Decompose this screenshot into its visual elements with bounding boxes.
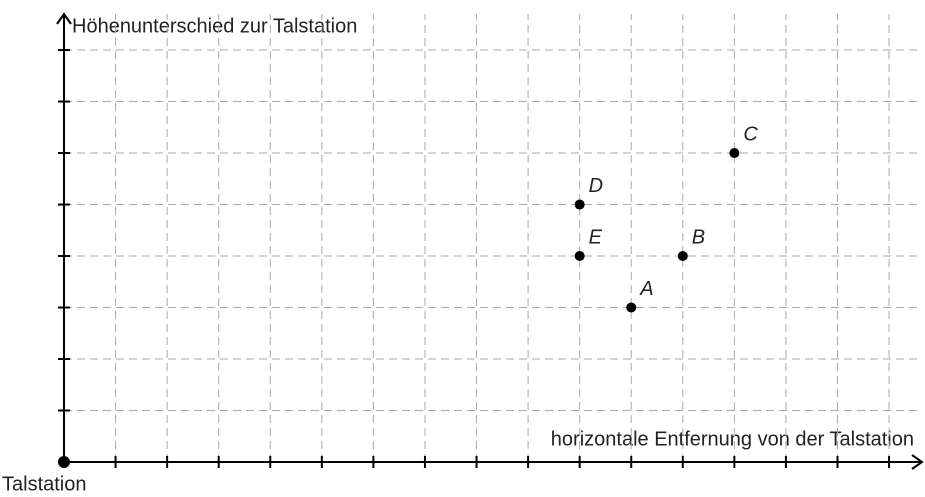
x-axis-label: horizontale Entfernung von der Talstatio… [551, 428, 914, 450]
point-label: A [639, 278, 653, 300]
y-arrow [56, 12, 72, 25]
point-label: D [589, 175, 603, 197]
point [574, 199, 585, 210]
point [574, 251, 585, 262]
origin-label: Talstation [2, 473, 87, 495]
x-arrow [911, 454, 924, 470]
origin-dot [58, 456, 70, 468]
point [626, 302, 637, 313]
point [677, 251, 688, 262]
point-label: E [589, 226, 603, 248]
point-label: B [692, 226, 705, 248]
y-axis-label: Höhenunterschied zur Talstation [72, 15, 357, 37]
point-label: C [743, 123, 758, 145]
point [729, 148, 740, 159]
